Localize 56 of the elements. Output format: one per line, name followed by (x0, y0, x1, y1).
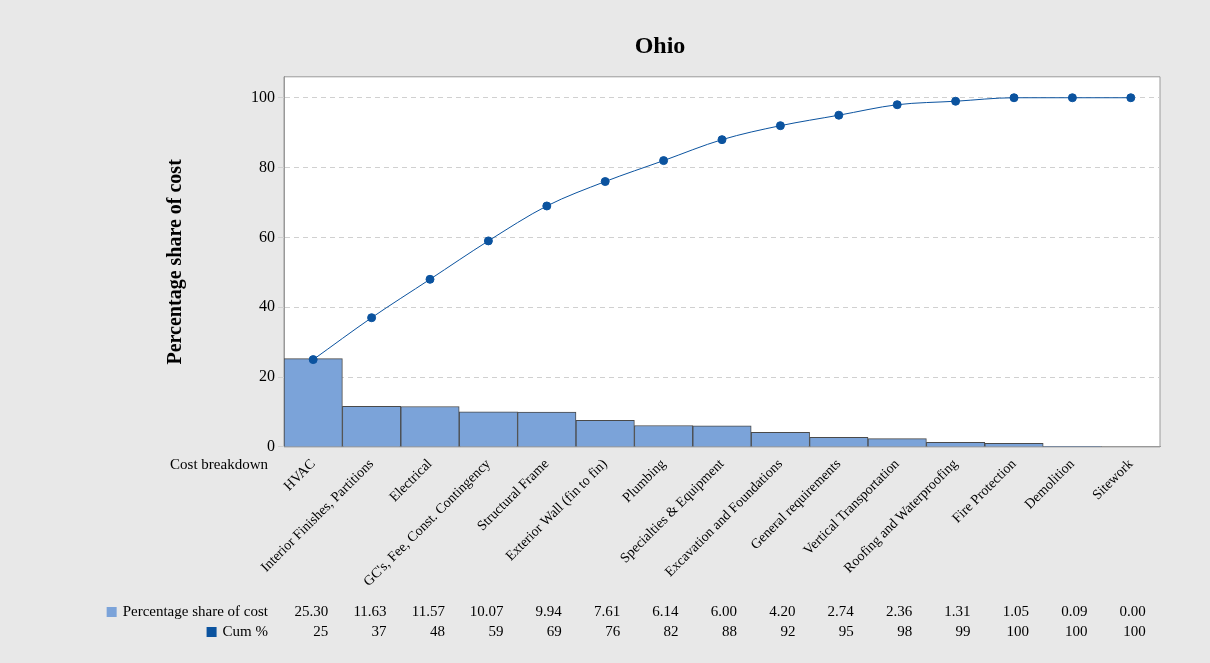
data-label: 100 (1123, 622, 1146, 639)
data-label: 82 (663, 622, 679, 639)
data-label: 7.61 (593, 602, 621, 619)
point (951, 96, 961, 106)
y-tick-label: 100 (251, 87, 275, 105)
data-label: 0.09 (1061, 602, 1088, 619)
data-label: 0.00 (1119, 602, 1146, 619)
point (1067, 93, 1077, 103)
data-label: 95 (838, 622, 854, 639)
legend-label: Cum % (222, 622, 268, 639)
y-axis-title: Percentage share of cost (163, 158, 187, 365)
data-label: 11.63 (353, 602, 387, 619)
point (483, 236, 493, 246)
data-label: 2.36 (885, 602, 913, 619)
point (367, 313, 377, 323)
data-label: 6.00 (710, 602, 737, 619)
data-label: 100 (1064, 622, 1088, 639)
data-label: 25 (313, 622, 329, 639)
point (775, 121, 785, 131)
point (308, 355, 318, 365)
legend-label: Percentage share of cost (122, 602, 269, 619)
data-label: 59 (488, 622, 504, 639)
data-label: 1.31 (944, 602, 971, 619)
data-label: 92 (780, 622, 796, 639)
data-label: 98 (897, 622, 913, 639)
y-tick-label: 40 (259, 297, 275, 315)
point (659, 156, 669, 166)
data-label: 76 (605, 622, 621, 639)
chart-title: Ohio (634, 31, 686, 58)
data-label: 11.57 (411, 602, 446, 619)
data-label: 6.14 (652, 602, 680, 619)
data-label: 69 (546, 622, 562, 639)
point (425, 274, 435, 284)
data-label: 10.07 (469, 602, 504, 619)
point (600, 177, 610, 187)
point (1009, 93, 1019, 103)
data-label: 1.05 (1002, 602, 1029, 619)
data-label: 4.20 (769, 602, 796, 619)
point (717, 135, 727, 145)
data-label: 25.30 (294, 602, 329, 619)
point (834, 110, 844, 120)
y-tick-label: 60 (259, 227, 275, 245)
point (892, 100, 902, 110)
y-tick-label: 0 (267, 437, 275, 455)
data-label: 9.94 (535, 602, 563, 619)
y-tick-label: 20 (259, 367, 275, 385)
data-label: 37 (371, 622, 388, 639)
data-label: 2.74 (827, 602, 855, 619)
point (1126, 93, 1136, 103)
x-axis-title: Cost breakdown (170, 455, 269, 472)
y-tick-label: 80 (259, 157, 275, 175)
data-label: 99 (955, 622, 971, 639)
data-label: 48 (430, 622, 445, 639)
data-label: 88 (722, 622, 737, 639)
data-label: 100 (1006, 622, 1029, 639)
point (542, 201, 552, 211)
